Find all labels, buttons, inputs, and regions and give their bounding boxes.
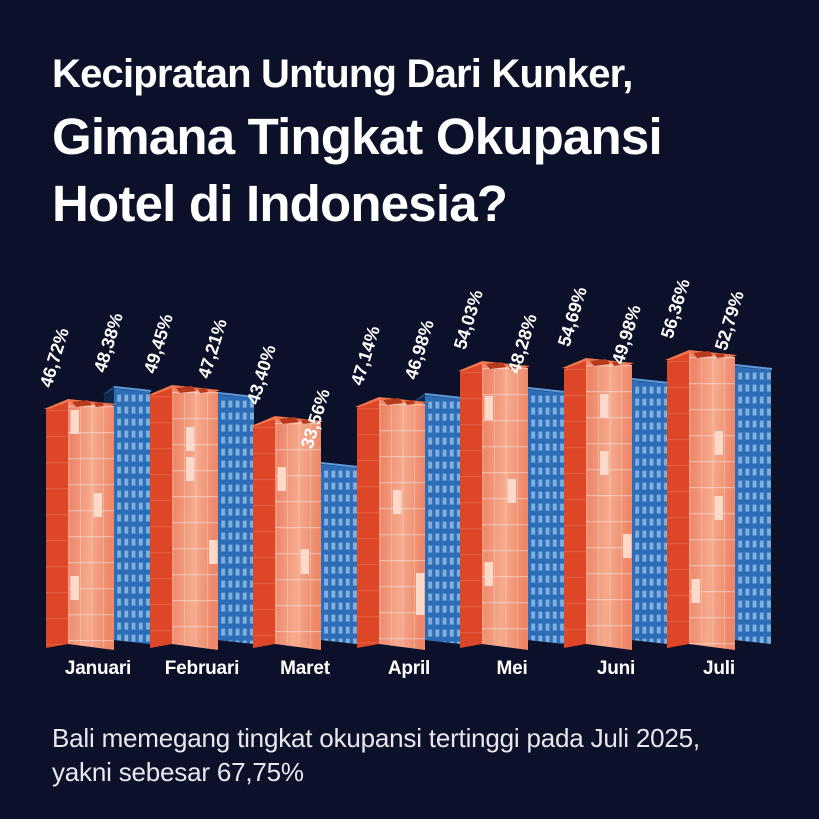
title-line-2: Gimana Tingkat Okupansi	[52, 107, 663, 165]
month-label-februari: Februari	[164, 658, 240, 679]
month-label-juli: Juli	[703, 658, 735, 679]
red-tower-juni	[562, 358, 634, 650]
footer-line-1: Bali memegang tingkat okupansi tertinggi…	[52, 723, 700, 753]
footer-note: Bali memegang tingkat okupansi tertinggi…	[52, 722, 779, 790]
blue-value-label-juni: 49,98%	[607, 302, 645, 367]
blue-value-label-juli: 52,79%	[710, 288, 748, 353]
red-value-label-juli: 56,36%	[656, 276, 694, 341]
red-value-label-februari: 49,45%	[139, 311, 177, 376]
month-label-mei: Mei	[496, 658, 528, 679]
red-tower-mei	[458, 361, 530, 650]
red-tower-februari	[148, 385, 220, 650]
month-label-juni: Juni	[596, 658, 636, 679]
blue-value-label-februari: 47,21%	[193, 316, 231, 381]
title-line-3: Hotel di Indonesia?	[52, 175, 508, 233]
red-tower-maret	[251, 416, 323, 650]
blue-value-label-april: 46,98%	[400, 317, 438, 382]
red-tower-juli	[665, 350, 737, 650]
blue-value-label-mei: 48,28%	[503, 311, 541, 376]
blue-tower-juli	[724, 364, 772, 644]
footer-line-2: yakni sebesar 67,75%	[52, 756, 304, 787]
red-tower-april	[355, 397, 427, 650]
red-value-label-januari: 46,72%	[35, 325, 73, 390]
red-value-label-mei: 54,03%	[449, 287, 487, 352]
blue-value-label-januari: 48,38%	[89, 310, 127, 375]
red-tower-januari	[44, 399, 116, 650]
month-label-januari: Januari	[64, 658, 132, 679]
red-value-label-april: 47,14%	[346, 323, 384, 388]
month-label-april: April	[387, 658, 431, 679]
red-value-label-juni: 54,69%	[553, 284, 591, 349]
month-label-maret: Maret	[280, 658, 330, 679]
title-block: Kecipratan Untung Dari Kunker, Gimana Ti…	[52, 46, 789, 237]
title-line-1: Kecipratan Untung Dari Kunker,	[52, 52, 633, 96]
red-value-label-maret: 43,40%	[242, 342, 280, 407]
